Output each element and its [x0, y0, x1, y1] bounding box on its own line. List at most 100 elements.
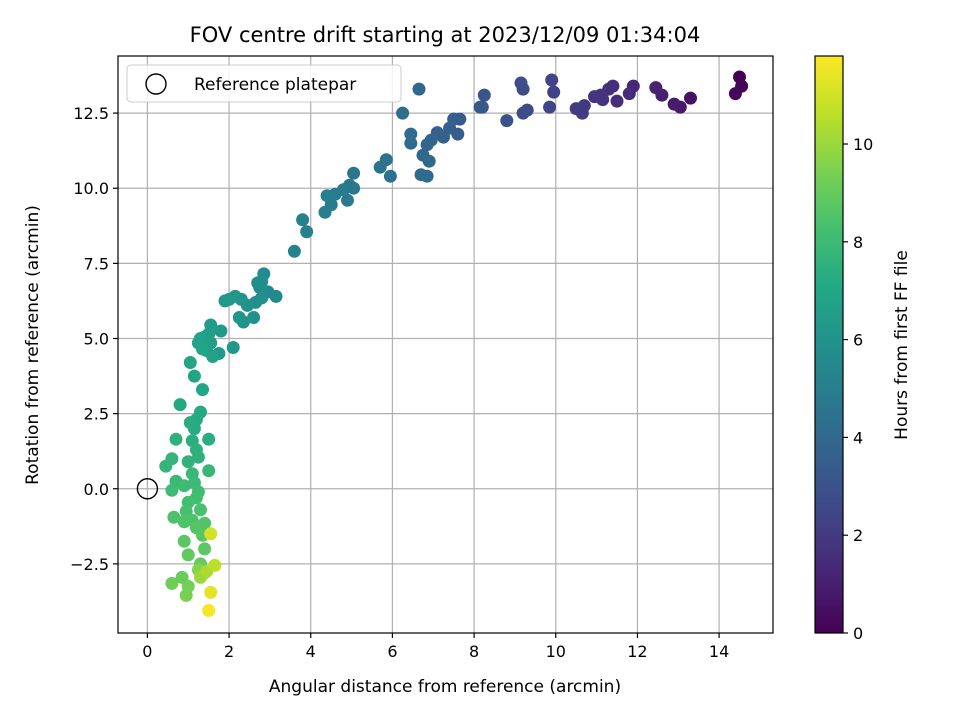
data-point — [412, 82, 426, 96]
grid — [118, 56, 773, 633]
x-tick-label: 10 — [546, 642, 566, 661]
data-point — [383, 169, 397, 183]
data-point — [202, 604, 216, 617]
data-point — [196, 383, 209, 397]
x-tick-label: 0 — [142, 642, 152, 661]
data-point — [165, 483, 179, 497]
data-point — [622, 87, 636, 101]
data-point — [341, 193, 354, 207]
y-tick-label: 5.0 — [84, 329, 109, 348]
colorbar-ticks: 0 2 4 6 8 10 — [843, 135, 873, 643]
legend-entry-label: Reference platepar — [194, 75, 356, 95]
colorbar: 0 2 4 6 8 10 Hours from first FF file — [814, 55, 912, 643]
colorbar-tick-label: 6 — [853, 331, 863, 350]
data-point — [181, 455, 195, 469]
reference-platepar-marker — [136, 478, 159, 500]
data-point — [169, 432, 183, 446]
data-point — [226, 341, 240, 354]
data-point — [588, 90, 601, 104]
data-point — [187, 369, 201, 383]
data-point — [300, 225, 314, 239]
data-point — [422, 154, 436, 168]
data-point — [196, 342, 209, 356]
data-point — [247, 311, 261, 324]
data-point — [684, 91, 697, 105]
colorbar-tick-label: 4 — [853, 428, 863, 447]
data-point — [404, 136, 418, 150]
colorbar-label: Hours from first FF file — [892, 250, 912, 440]
y-tick-label: 10.0 — [73, 179, 109, 198]
data-point — [159, 459, 173, 473]
data-point — [543, 100, 557, 114]
data-point — [232, 311, 246, 324]
data-point — [194, 503, 207, 517]
colorbar-tick-label: 0 — [853, 624, 863, 643]
data-point — [251, 276, 265, 290]
data-point — [165, 576, 179, 590]
data-point — [500, 114, 514, 128]
data-point — [347, 166, 361, 180]
x-tick-label: 6 — [387, 642, 397, 661]
data-point — [198, 542, 212, 556]
chart-title: FOV centre drift starting at 2023/12/09 … — [190, 23, 701, 47]
data-point — [167, 510, 181, 524]
x-tick-label: 2 — [224, 642, 234, 661]
data-point — [206, 350, 220, 363]
legend-reference-marker — [145, 73, 167, 95]
y-tick-label: 12.5 — [73, 104, 109, 123]
data-point — [177, 479, 191, 493]
data-point — [177, 534, 191, 548]
data-point — [420, 138, 434, 152]
data-point — [296, 213, 310, 227]
y-tick-label: 2.5 — [84, 405, 109, 424]
data-point — [208, 558, 222, 572]
data-point — [204, 585, 218, 599]
data-point — [183, 356, 197, 369]
y-tick-label: −2.5 — [70, 555, 109, 574]
data-point — [547, 85, 561, 99]
data-point — [649, 81, 663, 95]
data-point — [202, 432, 216, 446]
data-point — [728, 87, 742, 101]
y-tick-label: 7.5 — [84, 254, 109, 273]
data-point — [287, 244, 301, 258]
data-point — [514, 76, 528, 90]
data-point — [610, 94, 624, 108]
y-axis-label: Rotation from reference (arcmin) — [23, 205, 43, 485]
x-ticks: 0 2 4 6 8 10 12 14 — [142, 633, 729, 661]
data-point — [204, 527, 218, 541]
data-point — [177, 515, 191, 529]
data-point — [202, 464, 216, 478]
y-tick-label: 0.0 — [84, 480, 109, 499]
x-tick-label: 4 — [306, 642, 316, 661]
data-point — [414, 168, 428, 182]
data-point — [373, 160, 387, 174]
data-point — [218, 294, 232, 308]
data-point — [477, 88, 491, 102]
data-point — [173, 398, 187, 412]
data-point — [318, 205, 332, 219]
legend-box — [126, 64, 402, 103]
data-point — [667, 97, 681, 111]
x-tick-label: 8 — [469, 642, 479, 661]
data-point — [181, 548, 195, 562]
reference-marker-group — [136, 478, 159, 500]
x-tick-label: 12 — [627, 642, 647, 661]
y-ticks: −2.5 0.0 2.5 5.0 7.5 10.0 12.5 — [70, 104, 118, 574]
data-points — [159, 70, 749, 617]
data-point — [516, 106, 530, 120]
data-point — [545, 73, 559, 87]
data-point — [396, 106, 410, 120]
x-tick-label: 14 — [709, 642, 729, 661]
data-point — [569, 102, 583, 116]
data-point — [191, 450, 205, 464]
legend: Reference platepar — [126, 64, 402, 103]
data-point — [404, 127, 418, 141]
x-axis-label: Angular distance from reference (arcmin) — [269, 677, 621, 697]
data-point — [183, 416, 197, 430]
colorbar-tick-label: 2 — [853, 526, 863, 545]
plot-frame — [117, 55, 774, 634]
data-point — [473, 100, 487, 114]
data-point — [179, 588, 193, 602]
